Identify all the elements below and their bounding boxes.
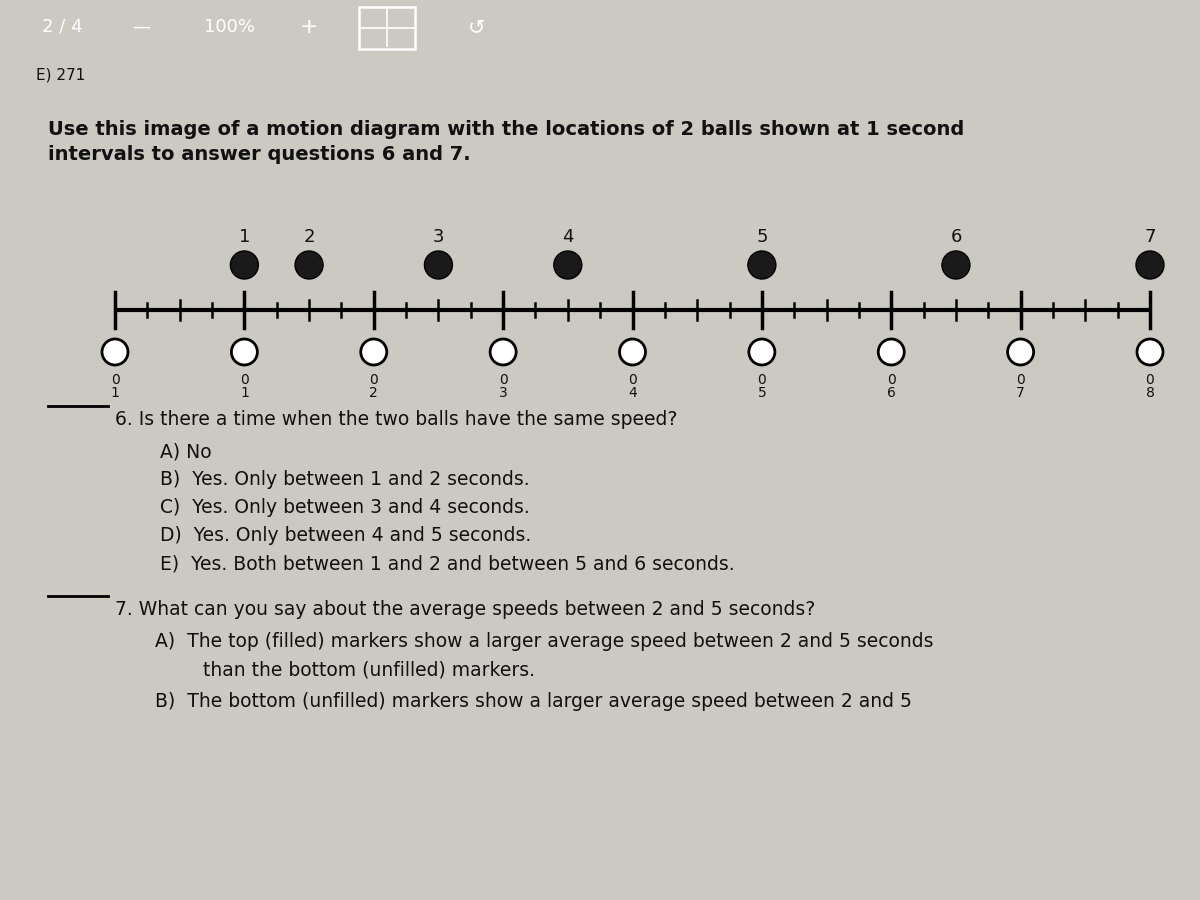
Circle shape <box>232 339 257 365</box>
Text: 0
5: 0 5 <box>757 373 767 400</box>
Text: than the bottom (unfilled) markers.: than the bottom (unfilled) markers. <box>155 660 535 679</box>
Circle shape <box>1008 339 1033 365</box>
Circle shape <box>619 339 646 365</box>
Text: —: — <box>132 18 150 36</box>
Text: 0
4: 0 4 <box>628 373 637 400</box>
Text: E) 271: E) 271 <box>36 68 85 82</box>
Circle shape <box>425 251 452 279</box>
Text: 3: 3 <box>433 228 444 246</box>
Text: 0
8: 0 8 <box>1146 373 1154 400</box>
Text: 6. Is there a time when the two balls have the same speed?: 6. Is there a time when the two balls ha… <box>115 410 677 429</box>
Text: 0
6: 0 6 <box>887 373 895 400</box>
Text: 0
2: 0 2 <box>370 373 378 400</box>
Circle shape <box>361 339 386 365</box>
Circle shape <box>749 339 775 365</box>
Text: E)  Yes. Both between 1 and 2 and between 5 and 6 seconds.: E) Yes. Both between 1 and 2 and between… <box>160 554 734 573</box>
Circle shape <box>1138 339 1163 365</box>
Circle shape <box>1136 251 1164 279</box>
Text: 2 / 4: 2 / 4 <box>42 18 83 36</box>
Circle shape <box>230 251 258 279</box>
Text: 100%: 100% <box>204 18 256 36</box>
Circle shape <box>878 339 905 365</box>
Circle shape <box>942 251 970 279</box>
Circle shape <box>748 251 776 279</box>
Circle shape <box>490 339 516 365</box>
Text: 0
3: 0 3 <box>499 373 508 400</box>
Circle shape <box>102 339 128 365</box>
Text: 5: 5 <box>756 228 768 246</box>
Text: 0
1: 0 1 <box>110 373 120 400</box>
Text: 0
7: 0 7 <box>1016 373 1025 400</box>
Text: 4: 4 <box>562 228 574 246</box>
Text: 7: 7 <box>1145 228 1156 246</box>
Text: 1: 1 <box>239 228 250 246</box>
Text: +: + <box>300 17 319 37</box>
Text: A)  The top (filled) markers show a larger average speed between 2 and 5 seconds: A) The top (filled) markers show a large… <box>155 632 934 651</box>
Circle shape <box>554 251 582 279</box>
Text: Use this image of a motion diagram with the locations of 2 balls shown at 1 seco: Use this image of a motion diagram with … <box>48 120 965 139</box>
Text: 2: 2 <box>304 228 314 246</box>
Text: intervals to answer questions 6 and 7.: intervals to answer questions 6 and 7. <box>48 145 470 164</box>
Text: 7. What can you say about the average speeds between 2 and 5 seconds?: 7. What can you say about the average sp… <box>115 600 815 619</box>
Text: ↺: ↺ <box>468 17 486 37</box>
Text: C)  Yes. Only between 3 and 4 seconds.: C) Yes. Only between 3 and 4 seconds. <box>160 498 529 517</box>
Text: D)  Yes. Only between 4 and 5 seconds.: D) Yes. Only between 4 and 5 seconds. <box>160 526 532 545</box>
Text: B)  The bottom (unfilled) markers show a larger average speed between 2 and 5: B) The bottom (unfilled) markers show a … <box>155 692 912 711</box>
Circle shape <box>295 251 323 279</box>
Text: 6: 6 <box>950 228 961 246</box>
Text: B)  Yes. Only between 1 and 2 seconds.: B) Yes. Only between 1 and 2 seconds. <box>160 470 529 489</box>
Text: A) No: A) No <box>160 442 211 461</box>
Text: 0
1: 0 1 <box>240 373 248 400</box>
